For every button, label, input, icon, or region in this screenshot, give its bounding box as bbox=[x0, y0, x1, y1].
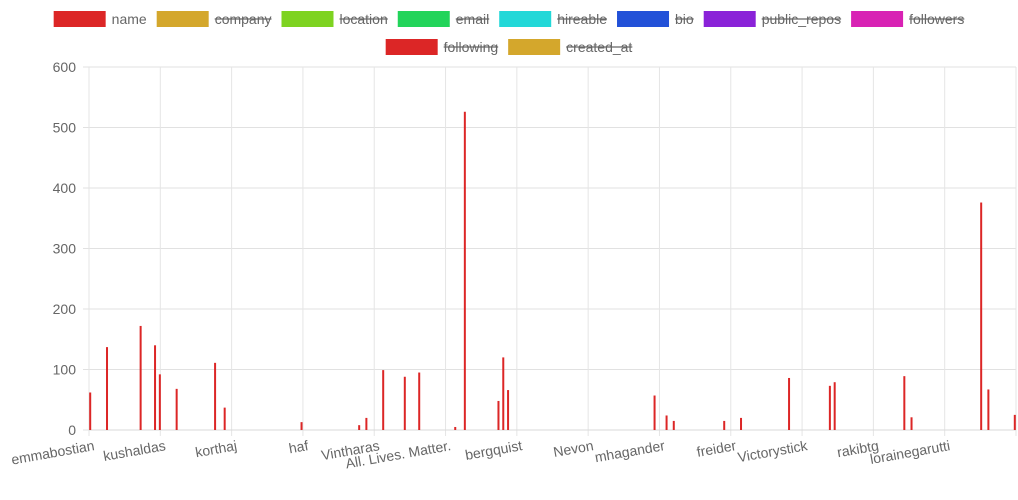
bar[interactable] bbox=[418, 372, 421, 430]
bar[interactable] bbox=[89, 392, 92, 430]
legend-swatch bbox=[703, 11, 756, 27]
x-tick-label: rakibtg bbox=[836, 437, 880, 460]
bar[interactable] bbox=[653, 395, 656, 430]
x-tick-label: Nevon bbox=[552, 437, 595, 460]
y-tick-label: 0 bbox=[68, 422, 76, 438]
bar[interactable] bbox=[723, 420, 726, 430]
bar[interactable] bbox=[987, 389, 990, 430]
legend-item-name[interactable]: name bbox=[53, 11, 147, 27]
legend-item-location[interactable]: location bbox=[281, 11, 388, 27]
legend-swatch bbox=[385, 39, 438, 55]
bar[interactable] bbox=[358, 425, 361, 430]
legend-swatch bbox=[617, 11, 670, 27]
y-tick-label: 400 bbox=[53, 180, 77, 196]
x-tick-label: mhagander bbox=[593, 437, 666, 465]
bar[interactable] bbox=[497, 400, 500, 430]
bar[interactable] bbox=[665, 415, 668, 430]
legend-item-followers[interactable]: followers bbox=[851, 11, 964, 27]
legend-swatch bbox=[499, 11, 552, 27]
y-tick-label: 300 bbox=[53, 241, 77, 257]
bar[interactable] bbox=[139, 325, 142, 430]
y-axis-ticks: 0 100 200 300 400 500 600 bbox=[53, 59, 77, 438]
y-tick-label: 200 bbox=[53, 301, 77, 317]
legend-item-company[interactable]: company bbox=[156, 11, 272, 27]
x-tick-label: kushaldas bbox=[102, 437, 167, 464]
x-tick-label: lorainegarutti bbox=[869, 437, 951, 467]
bar[interactable] bbox=[158, 374, 161, 430]
legend-swatch bbox=[397, 11, 450, 27]
legend-item-public-repos[interactable]: public_repos bbox=[703, 11, 841, 27]
bars bbox=[89, 111, 1016, 431]
x-tick-label: freider bbox=[695, 437, 737, 460]
legend-item-bio[interactable]: bio bbox=[617, 11, 694, 27]
bar[interactable] bbox=[833, 382, 836, 430]
bar[interactable] bbox=[828, 385, 831, 430]
bar[interactable] bbox=[1013, 414, 1016, 430]
legend-item-email[interactable]: email bbox=[397, 11, 489, 27]
legend-item-following[interactable]: following bbox=[385, 39, 498, 55]
x-tick-label: emmabostian bbox=[10, 437, 96, 467]
grid-lines bbox=[83, 66, 1017, 436]
bar[interactable] bbox=[300, 422, 303, 430]
x-tick-label: korthaj bbox=[194, 437, 238, 460]
legend-swatch bbox=[281, 11, 334, 27]
bar[interactable] bbox=[223, 407, 226, 430]
bar[interactable] bbox=[740, 417, 743, 430]
bar[interactable] bbox=[175, 388, 178, 430]
legend-swatch bbox=[156, 11, 209, 27]
legend-swatch bbox=[53, 11, 106, 27]
y-tick-label: 600 bbox=[53, 59, 77, 75]
bar[interactable] bbox=[106, 347, 109, 430]
legend-item-created-at[interactable]: created_at bbox=[508, 39, 632, 55]
bar[interactable] bbox=[980, 202, 983, 430]
y-tick-label: 100 bbox=[53, 362, 77, 378]
bar[interactable] bbox=[672, 420, 675, 430]
legend-swatch bbox=[851, 11, 904, 27]
bar[interactable] bbox=[214, 362, 217, 430]
bar[interactable] bbox=[403, 376, 406, 430]
bar[interactable] bbox=[910, 417, 913, 430]
bar[interactable] bbox=[382, 370, 385, 430]
legend: name company location email hireable bio publi… bbox=[53, 11, 964, 55]
bar[interactable] bbox=[365, 417, 368, 430]
bar[interactable] bbox=[788, 377, 791, 430]
legend-swatch bbox=[508, 39, 561, 55]
x-tick-label: bergquist bbox=[464, 437, 524, 463]
bar[interactable] bbox=[454, 426, 457, 430]
bar[interactable] bbox=[154, 345, 157, 430]
x-tick-label: haf bbox=[287, 437, 309, 456]
bar[interactable] bbox=[502, 357, 505, 430]
legend-item-hireable[interactable]: hireable bbox=[499, 11, 607, 27]
bar[interactable] bbox=[903, 376, 906, 430]
legend-label: name bbox=[112, 11, 147, 27]
bar[interactable] bbox=[507, 390, 510, 430]
y-tick-label: 500 bbox=[53, 120, 77, 136]
x-axis-ticks: emmabostian kushaldas korthaj haf VintharasA… bbox=[10, 437, 951, 471]
x-tick-label: Victorystick bbox=[736, 437, 809, 465]
bar[interactable] bbox=[463, 111, 466, 431]
